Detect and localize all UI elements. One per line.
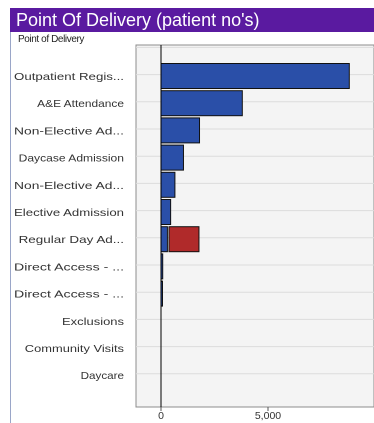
x-axis-ticks: 0 5,000 [158,407,281,422]
category-label: Exclusions [62,316,124,328]
category-label: Outpatient Regis... [14,71,124,83]
category-label: Direct Access - ... [14,289,124,301]
x-tick-label: 0 [158,410,164,422]
bar [160,90,243,117]
category-label: Daycare [81,370,125,382]
bar [160,117,201,144]
category-label: Daycase Admission [19,153,125,165]
bar [160,171,176,198]
bar [160,144,184,171]
category-label: Elective Admission [14,207,124,219]
bar [160,226,168,253]
category-label: A&E Attendance [37,98,124,110]
chart-subtitle: Point of Delivery [18,34,85,45]
bars [160,63,350,307]
category-label: Regular Day Ad... [19,234,124,246]
panel-border [10,32,374,423]
category-label: Non-Elective Ad... [14,125,124,137]
bar [168,226,200,253]
bar [160,63,350,89]
bar [160,199,172,225]
category-labels: Outpatient Regis... A&E Attendance Non-Ele… [14,71,124,382]
x-tick-label: 5,000 [255,410,281,422]
panel-title: Point Of Delivery (patient no's) [10,8,374,32]
category-label: Community Visits [25,343,124,355]
category-label: Direct Access - ... [14,261,124,273]
category-label: Non-Elective Ad... [14,180,124,192]
